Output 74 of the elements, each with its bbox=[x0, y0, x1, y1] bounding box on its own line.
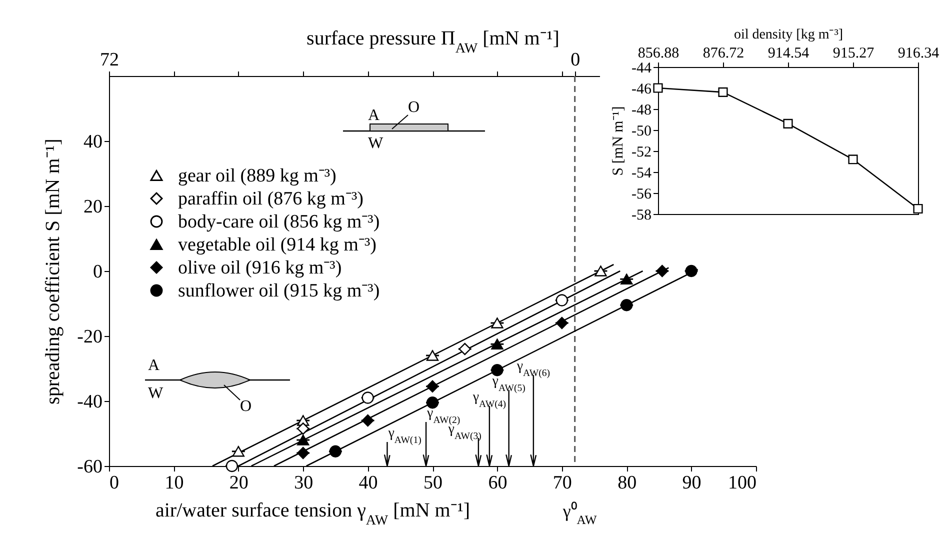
point bbox=[653, 83, 663, 93]
annotation: W bbox=[148, 385, 164, 402]
x-axis-title: air/water surface tension γ$_{AW}$ [mN m⁻¹] bbox=[156, 500, 470, 528]
y-tick-label: -60 bbox=[77, 456, 102, 478]
x-tick-label: 0 bbox=[110, 472, 119, 494]
y-tick-label: -54 bbox=[632, 166, 652, 182]
point bbox=[491, 338, 504, 350]
x-tick-label: 10 bbox=[164, 472, 184, 494]
point bbox=[362, 392, 374, 404]
y-tick-label: -44 bbox=[632, 60, 652, 76]
point bbox=[458, 342, 471, 356]
point bbox=[297, 446, 310, 460]
y-tick-label: -46 bbox=[632, 82, 652, 98]
point bbox=[297, 434, 310, 446]
annotation: O bbox=[408, 99, 420, 116]
x-tick-label: 100 bbox=[728, 472, 756, 494]
x-tick-label: 916.34 bbox=[898, 46, 940, 62]
point bbox=[491, 364, 504, 376]
annotation: W bbox=[368, 135, 384, 152]
point bbox=[232, 446, 244, 457]
annotation: O bbox=[240, 398, 252, 415]
point bbox=[718, 87, 728, 97]
legend-label: paraffin oil (876 kg m⁻³) bbox=[178, 188, 364, 210]
point bbox=[362, 414, 374, 427]
point bbox=[297, 422, 310, 435]
y-tick-label: -56 bbox=[632, 186, 652, 202]
legend-label: body-care oil (856 kg m⁻³) bbox=[178, 212, 380, 232]
annotation: A bbox=[368, 107, 380, 124]
x2-axis-title: surface pressure Π$_{AW}$ [mN m⁻¹] bbox=[306, 28, 560, 56]
x-axis-title: oil density [kg m⁻³] bbox=[734, 28, 844, 42]
x-tick-label: 80 bbox=[618, 472, 637, 494]
point bbox=[556, 294, 568, 306]
point bbox=[491, 318, 504, 328]
y-tick-label: 20 bbox=[84, 196, 102, 218]
x-tick-label: 856.88 bbox=[638, 46, 680, 62]
x-tick-label: 20 bbox=[229, 472, 248, 494]
x-tick-label: 40 bbox=[358, 472, 378, 494]
x-tick-label: 50 bbox=[424, 472, 442, 494]
y-axis-title: S [mN m⁻¹] bbox=[610, 106, 627, 176]
point bbox=[426, 396, 439, 409]
point bbox=[329, 445, 342, 458]
y-tick-label: -52 bbox=[632, 144, 652, 160]
point bbox=[848, 154, 858, 164]
x-tick-label: 70 bbox=[552, 472, 572, 494]
ref-line-label: γ⁰$_{AW}$ bbox=[562, 501, 597, 527]
x-tick-label: 30 bbox=[294, 472, 314, 494]
point bbox=[426, 380, 439, 392]
x-tick-label: 876.72 bbox=[702, 46, 744, 62]
y-tick-label: -50 bbox=[632, 124, 652, 140]
legend-label: vegetable oil (914 kg m⁻³) bbox=[178, 234, 376, 256]
y-axis-title: spreading coefficient S [mN m⁻¹] bbox=[42, 138, 64, 404]
point bbox=[426, 350, 439, 361]
point bbox=[783, 118, 793, 128]
point bbox=[620, 274, 633, 284]
x2-tick-label: 72 bbox=[100, 50, 119, 70]
x-tick-label: 914.54 bbox=[768, 46, 810, 62]
legend-label: olive oil (916 kg m⁻³) bbox=[178, 258, 342, 278]
point bbox=[594, 266, 607, 276]
y-tick-label: 0 bbox=[93, 262, 102, 282]
y-tick-label: -58 bbox=[632, 208, 652, 224]
point bbox=[556, 316, 568, 330]
point bbox=[913, 204, 923, 214]
x-tick-label: 90 bbox=[682, 472, 702, 494]
y-tick-label: -48 bbox=[632, 102, 652, 118]
x-tick-label: 60 bbox=[488, 472, 508, 494]
legend-label: sunflower oil (915 kg m⁻³) bbox=[178, 280, 380, 302]
legend-label: gear oil (889 kg m⁻³) bbox=[178, 166, 336, 186]
annotation: A bbox=[148, 357, 160, 374]
y-tick-label: -20 bbox=[77, 326, 102, 348]
point bbox=[620, 299, 633, 312]
ref-line-label: γ$_{AW(1)}$ bbox=[387, 426, 422, 446]
y-tick-label: -40 bbox=[77, 392, 102, 412]
x-tick-label: 915.27 bbox=[832, 46, 875, 62]
y-tick-label: 40 bbox=[84, 132, 102, 152]
